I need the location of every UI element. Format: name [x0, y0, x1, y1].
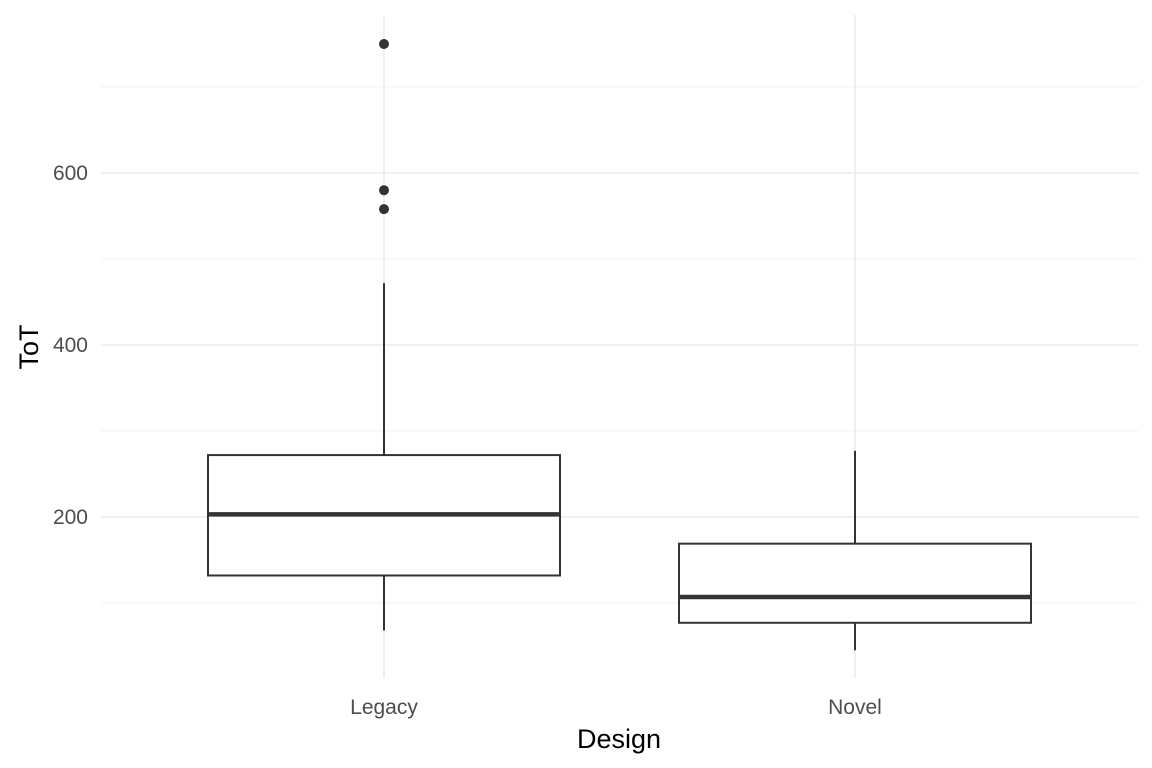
boxes	[207, 39, 1032, 651]
outlier-point	[379, 204, 389, 215]
y-tick-label: 400	[53, 334, 88, 357]
box-iqr	[678, 542, 1032, 624]
outlier-point	[379, 185, 389, 196]
y-axis-title: ToT	[14, 324, 44, 369]
x-tick-label: Legacy	[350, 696, 418, 719]
box-novel	[678, 450, 1032, 651]
box-legacy	[207, 39, 561, 631]
x-tick-label: Novel	[828, 696, 882, 719]
x-axis-title: Design	[577, 724, 661, 754]
axis-ticks: 200 400 600 Legacy Novel	[53, 162, 882, 719]
y-tick-label: 200	[53, 506, 88, 529]
y-tick-label: 600	[53, 162, 88, 185]
outlier-point	[379, 39, 389, 49]
